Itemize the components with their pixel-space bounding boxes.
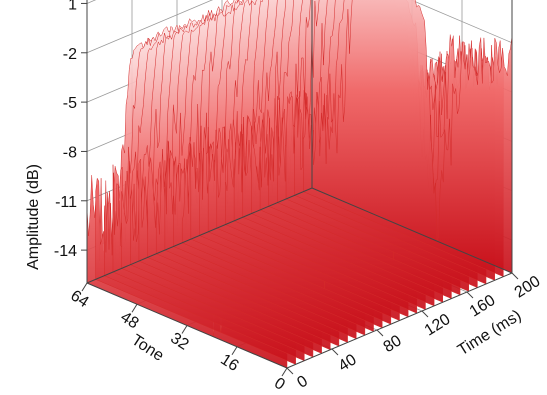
box-edge: [311, 187, 513, 274]
tick-mark: [466, 291, 474, 299]
box-edge: [286, 272, 513, 369]
tick-mark: [331, 348, 339, 356]
z-axis-title: Amplitude (dB): [25, 164, 42, 270]
surface-strip: [311, 0, 513, 274]
tick-mark: [81, 282, 88, 292]
grid-line: [86, 0, 214, 54]
z-tick-label: -2: [63, 46, 77, 63]
tick-mark: [511, 272, 519, 280]
y-tick-label: 0: [294, 373, 311, 392]
tick-mark: [231, 346, 238, 356]
y-tick-label: 80: [381, 332, 405, 356]
y-axis-title: Time (ms): [455, 307, 525, 359]
tick-mark: [286, 367, 294, 375]
z-tick-label: -8: [63, 144, 77, 161]
tick-mark: [421, 310, 429, 318]
x-tick-label: 48: [117, 309, 141, 333]
x-tick-label: 32: [167, 330, 191, 354]
tick-mark: [281, 367, 288, 377]
z-tick-label: -11: [55, 194, 77, 211]
bounding-box: [86, 0, 513, 369]
x-axis-title: Tone: [128, 332, 166, 365]
x-tick-label: 0: [271, 375, 288, 394]
surface-layer: [86, 0, 513, 369]
x-tick-label: 64: [67, 287, 91, 311]
tick-mark: [376, 329, 384, 337]
tick-mark: [131, 303, 138, 313]
z-tick-label: -5: [63, 95, 77, 112]
x-tick-label: 16: [217, 351, 241, 375]
tick-mark: [181, 325, 188, 334]
box-edge: [86, 187, 313, 284]
y-tick-label: 40: [336, 351, 360, 375]
z-tick-label: -14: [54, 243, 77, 260]
z-tick-label: 1: [68, 0, 77, 13]
